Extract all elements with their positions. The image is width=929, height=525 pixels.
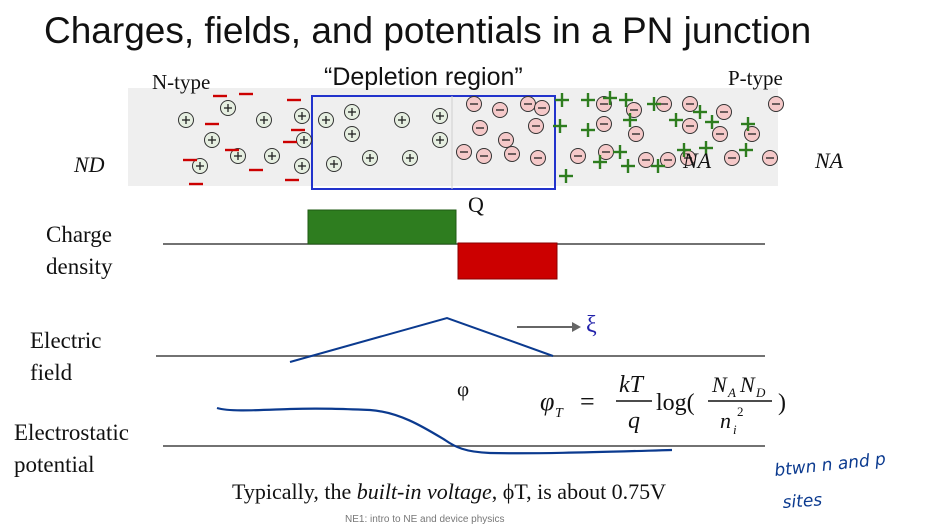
depletion-region-label: “Depletion region” <box>324 63 523 91</box>
positive-charge-block <box>307 209 457 245</box>
eq-ni-sub: i <box>733 422 737 437</box>
note-prefix: Typically, the <box>232 479 357 504</box>
hole-icon <box>553 119 567 133</box>
phi-label: φ <box>457 377 470 401</box>
electrostatic-potential-line-2: potential <box>14 452 95 477</box>
charge-density-label: Charge density <box>46 219 112 283</box>
eq-na: N <box>711 372 728 397</box>
hole-icon <box>559 169 573 183</box>
handwritten-line-2: sites <box>782 490 823 513</box>
electric-field-line-1: Electric <box>30 328 102 353</box>
electric-field-curve <box>289 316 554 363</box>
built-in-voltage-equation: φ T = kT q log( N A N D n i 2 ) <box>540 372 786 437</box>
electrostatic-potential-label: Electrostatic potential <box>14 417 129 481</box>
hole-icon <box>705 115 719 129</box>
na-outer-label: NA <box>815 148 844 173</box>
note-suffix: , ϕT, is about 0.75V <box>491 479 667 504</box>
slide-footer: NE1: intro to NE and device physics <box>345 514 505 525</box>
potential-curve <box>216 406 673 455</box>
eq-ni: n <box>720 408 731 433</box>
n-type-label: N-type <box>152 70 211 94</box>
slide-title: Charges, fields, and potentials in a PN … <box>44 10 812 51</box>
depletion-region-box <box>311 95 556 190</box>
hole-icon <box>693 105 707 119</box>
hole-icon <box>621 159 635 173</box>
hole-icon <box>741 117 755 131</box>
charge-density-line-1: Charge <box>46 222 113 247</box>
hole-icon <box>555 93 569 107</box>
hole-icon <box>603 91 617 105</box>
free-electrons <box>183 92 305 186</box>
electric-field-label: Electric field <box>30 325 102 389</box>
eq-nd-sub: D <box>755 385 766 400</box>
eq-lhs-sub: T <box>555 406 564 421</box>
na-inner-label: NA <box>683 148 712 173</box>
hole-icon <box>581 93 595 107</box>
eq-close: ) <box>778 390 786 416</box>
eq-equals: = <box>580 387 595 416</box>
ionized-donors <box>178 100 448 174</box>
built-in-voltage-note: Typically, the built-in voltage, ϕT, is … <box>232 479 666 505</box>
eq-nd: N <box>739 372 756 397</box>
hole-icon <box>623 113 637 127</box>
hole-icon <box>677 143 691 157</box>
ionized-acceptors <box>456 96 784 168</box>
eq-func: log( <box>656 390 695 416</box>
eq-den: q <box>628 408 640 434</box>
hole-icon <box>593 155 607 169</box>
eq-num: kT <box>619 372 645 398</box>
eq-na-sub: A <box>727 385 736 400</box>
charge-density-line-2: density <box>46 254 113 279</box>
p-type-label: P-type <box>728 66 783 90</box>
handwritten-note: btwn n and p sites <box>773 452 887 513</box>
negative-charge-block <box>457 242 558 280</box>
hole-icon <box>619 93 633 107</box>
nd-label: ND <box>74 152 105 177</box>
hole-icon <box>739 143 753 157</box>
hole-icon <box>699 141 713 155</box>
free-holes <box>553 91 755 183</box>
hole-icon <box>669 113 683 127</box>
xi-label: ξ <box>586 312 597 338</box>
eq-ni-sup: 2 <box>737 404 744 419</box>
hole-icon <box>647 97 661 111</box>
eq-lhs: φ <box>540 387 554 416</box>
electrostatic-potential-line-1: Electrostatic <box>14 420 129 445</box>
electric-field-line-2: field <box>30 360 73 385</box>
note-emphasis: built-in voltage <box>356 479 492 504</box>
hole-icon <box>651 159 665 173</box>
hole-icon <box>613 145 627 159</box>
handwritten-line-1: btwn n and p <box>773 452 887 481</box>
hole-icon <box>581 123 595 137</box>
q-label: Q <box>468 192 484 217</box>
field-arrow-head <box>572 322 581 332</box>
